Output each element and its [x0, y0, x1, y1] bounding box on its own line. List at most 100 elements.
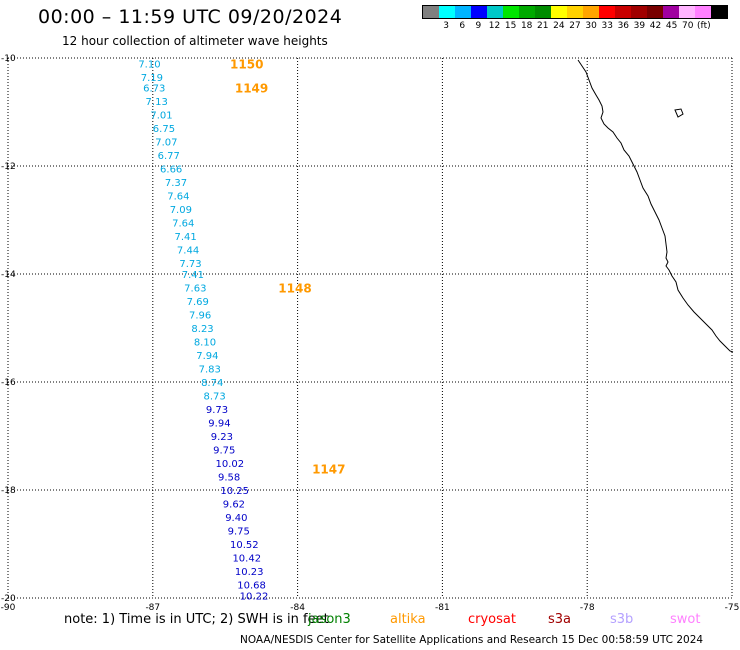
coastline	[577, 59, 734, 353]
wave-height-value: 9.75	[228, 527, 250, 538]
legend-labels: 3 6 9 12 15 18 21 24 27 30 33 36 39 42 45 70 (ft)	[422, 19, 728, 33]
wave-height-value: 10.25	[220, 486, 249, 497]
legend-swatch	[519, 6, 535, 18]
satellite-name: s3b	[610, 612, 634, 627]
wave-height-map: -90 -87 -84 -81 -78 -75 -10 -12 -14 -16 -18 -20 115…	[1, 54, 740, 610]
legend-label: 39	[633, 21, 646, 31]
legend-swatch	[551, 6, 567, 18]
legend-label: 18	[520, 21, 533, 31]
track-label: 1150	[230, 57, 263, 71]
satellite-name: s3a	[548, 612, 572, 627]
legend-label: 33	[601, 21, 613, 31]
page-title: 00:00 – 11:59 UTC 09/20/2024	[38, 6, 343, 28]
wave-height-value: 7.94	[196, 351, 218, 362]
wave-height-value: 7.64	[167, 192, 189, 203]
satellite-name: swot	[670, 612, 701, 627]
lon-tick-label: -81	[435, 603, 450, 610]
wave-height-value: 6.66	[160, 165, 182, 176]
axis-ticks: -90 -87 -84 -81 -78 -75 -10 -12 -14 -16 -18 -20	[1, 54, 740, 610]
legend-swatch	[695, 6, 711, 18]
lon-tick-label: -78	[580, 603, 595, 610]
legend-label: 21	[537, 21, 549, 31]
footer-note: note: 1) Time is in UTC; 2) SWH is in fe…	[64, 612, 329, 627]
wave-height-labels: 7.10 7.196.73 7.13 7.01 6.75 7.07 6.77 6.66 7.37…	[138, 59, 268, 602]
legend-swatch	[647, 6, 663, 18]
legend-label: 42	[649, 21, 662, 31]
lon-tick-label: -75	[725, 603, 740, 610]
wave-height-value: 7.13	[146, 97, 168, 108]
track-label: 1149	[235, 82, 268, 96]
legend-swatch	[599, 6, 615, 18]
wave-height-value: 7.07	[155, 138, 177, 149]
wave-height-value: 9.73	[206, 405, 228, 416]
legend-label: 12	[488, 21, 501, 31]
lat-tick-label: -16	[1, 378, 16, 388]
wave-height-value: 7.63	[184, 284, 206, 295]
legend-unit: (ft)	[697, 21, 711, 31]
wave-height-value: 8.73	[203, 392, 225, 403]
legend-swatch	[455, 6, 471, 18]
wave-height-value: 9.75	[213, 446, 235, 457]
coastline-path	[577, 59, 734, 353]
wave-height-value: 9.23	[211, 432, 233, 443]
legend-label: 3	[443, 21, 450, 31]
legend-swatch	[711, 6, 727, 18]
wave-height-value: 10.23	[235, 567, 264, 578]
wave-height-value: 10.42	[232, 554, 261, 565]
wave-height-value: 7.96	[189, 311, 211, 322]
wave-height-value: 9.94	[208, 419, 230, 430]
legend-label: 9	[475, 21, 482, 31]
lat-tick-label: -10	[1, 54, 16, 64]
wave-height-value: 7.01	[150, 111, 172, 122]
color-legend: 3 6 9 12 15 18 21 24 27 30 33 36 39 42 45 70 (ft)	[422, 5, 728, 35]
legend-label: 24	[553, 21, 565, 31]
legend-label: 70	[682, 21, 694, 31]
wave-height-value: 7.69	[187, 297, 209, 308]
lat-tick-label: -12	[1, 162, 16, 172]
wave-height-value: 8.74	[201, 378, 223, 389]
legend-swatch	[663, 6, 679, 18]
wave-height-value: 7.37	[165, 178, 187, 189]
lon-tick-label: -84	[290, 603, 305, 610]
legend-label: 36	[617, 21, 630, 31]
legend-label: 6	[459, 21, 466, 31]
track-label: 1147	[312, 462, 345, 476]
wave-height-value: 7.41	[182, 270, 204, 281]
legend-swatch	[567, 6, 583, 18]
wave-height-value: 7.64	[172, 219, 194, 230]
legend-swatches	[422, 5, 728, 19]
wave-height-value: 10.52	[230, 540, 259, 551]
satellite-name: cryosat	[468, 612, 516, 627]
wave-height-value: 7.44	[177, 246, 199, 257]
legend-swatch	[615, 6, 631, 18]
wave-height-value: 6.73	[143, 84, 165, 95]
track-label: 1148	[278, 282, 311, 296]
wave-height-value: 10.02	[216, 459, 245, 470]
legend-swatch	[583, 6, 599, 18]
wave-height-value: 7.73	[179, 259, 201, 270]
wave-height-value: 7.83	[199, 365, 221, 376]
wave-height-value: 9.62	[223, 500, 245, 511]
legend-label: 27	[569, 21, 581, 31]
wave-height-value: 8.10	[194, 338, 216, 349]
legend-swatch	[471, 6, 487, 18]
map-grid	[7, 57, 733, 599]
wave-height-value: 10.22	[240, 591, 269, 602]
wave-height-value: 7.19	[141, 73, 163, 84]
track-labels: 1150 1149 1148 1147	[230, 57, 345, 476]
page-subtitle: 12 hour collection of altimeter wave hei…	[62, 34, 328, 48]
island-path	[674, 108, 684, 118]
wave-height-value: 7.41	[175, 232, 197, 243]
legend-swatch	[503, 6, 519, 18]
lon-tick-label: -87	[145, 603, 160, 610]
satellite-name: altika	[390, 612, 426, 627]
legend-swatch	[423, 6, 439, 18]
satellite-name: jason3	[308, 612, 351, 627]
legend-label: 15	[504, 21, 517, 31]
legend-swatch	[487, 6, 503, 18]
wave-height-value: 7.09	[170, 205, 192, 216]
wave-height-value: 6.77	[158, 151, 180, 162]
credit-line: NOAA/NESDIS Center for Satellite Applica…	[240, 634, 704, 646]
wave-height-value: 9.40	[225, 513, 247, 524]
lat-tick-label: -18	[1, 486, 16, 496]
